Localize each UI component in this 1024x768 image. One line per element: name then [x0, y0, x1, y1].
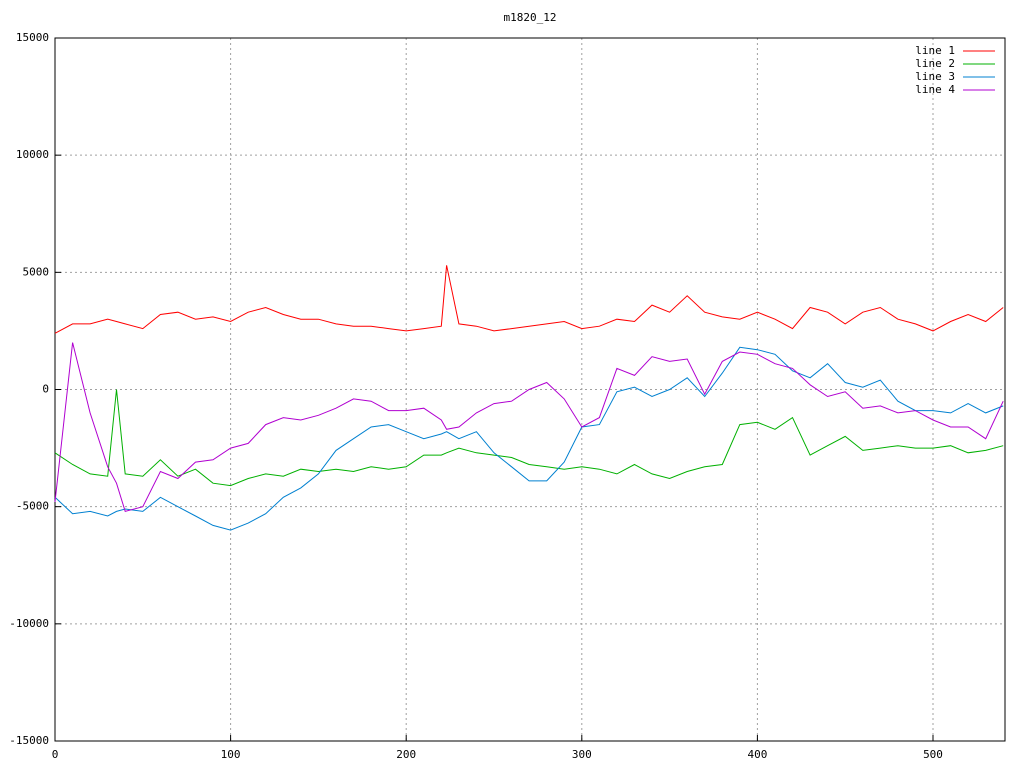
- legend-label: line 4: [915, 83, 955, 96]
- series-line: [54, 389, 1004, 487]
- x-tick-label: 300: [572, 748, 592, 761]
- y-tick-label: 0: [42, 383, 49, 396]
- y-tick-label: -10000: [9, 617, 49, 630]
- y-tick-label: 5000: [23, 265, 50, 278]
- chart-title: m1820_12: [504, 11, 557, 24]
- y-tick-label: 10000: [16, 148, 49, 161]
- series-line: [54, 342, 1004, 513]
- x-tick-label: 500: [923, 748, 943, 761]
- x-tick-label: 0: [52, 748, 59, 761]
- series-line: [54, 346, 1004, 531]
- legend-label: line 3: [915, 70, 955, 83]
- y-tick-label: -15000: [9, 734, 49, 747]
- y-tick-label: -5000: [16, 500, 49, 513]
- y-tick-label: 15000: [16, 31, 49, 44]
- x-tick-label: 200: [396, 748, 416, 761]
- plot-border: [54, 37, 1006, 742]
- legend-label: line 2: [915, 57, 955, 70]
- legend-label: line 1: [915, 44, 955, 57]
- x-tick-label: 400: [747, 748, 767, 761]
- x-tick-label: 100: [221, 748, 241, 761]
- series-line: [54, 265, 1004, 334]
